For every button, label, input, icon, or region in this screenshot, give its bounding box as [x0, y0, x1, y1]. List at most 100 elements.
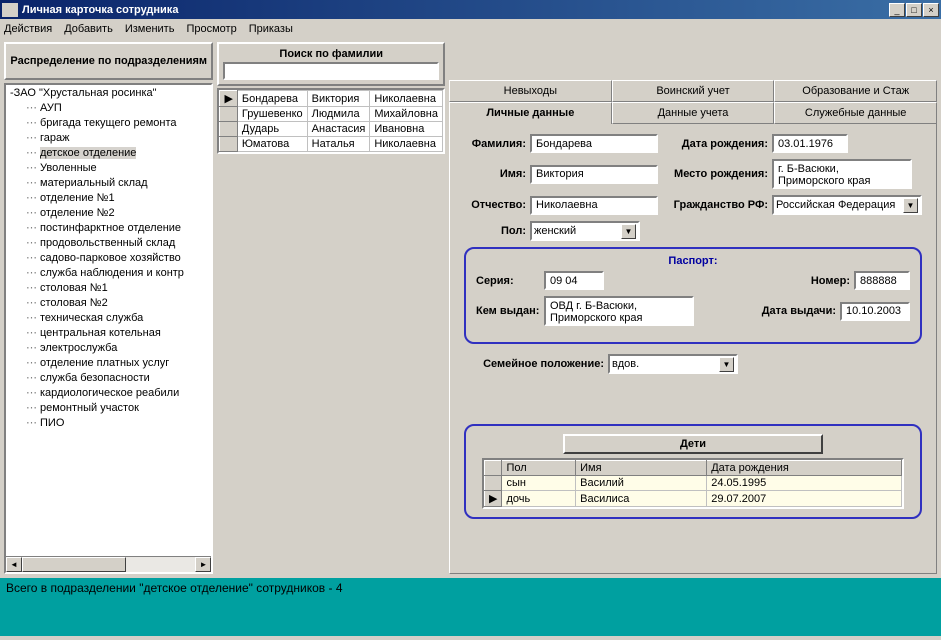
tab-Невыходы[interactable]: Невыходы — [449, 80, 612, 102]
tree-item[interactable]: ⋯ремонтный участок — [6, 401, 211, 416]
search-input[interactable] — [223, 62, 439, 80]
tab-Образование и Стаж[interactable]: Образование и Стаж — [774, 80, 937, 102]
passport-series-field[interactable] — [544, 271, 604, 290]
grid-cell[interactable]: Василиса — [576, 491, 707, 507]
menu-изменить[interactable]: Изменить — [125, 23, 175, 35]
row-selector-icon[interactable]: ▶ — [220, 91, 237, 107]
grid-cell[interactable]: Наталья — [307, 137, 370, 152]
label-name: Имя: — [464, 168, 526, 180]
grid-cell[interactable]: Анастасия — [307, 122, 370, 137]
chevron-down-icon[interactable]: ▼ — [903, 198, 918, 213]
sex-select[interactable]: женский ▼ — [530, 221, 640, 241]
menu-добавить[interactable]: Добавить — [64, 23, 113, 35]
passport-number-field[interactable] — [854, 271, 910, 290]
tree-item[interactable]: ⋯электрослужба — [6, 341, 211, 356]
tab-Личные данные[interactable]: Личные данные — [449, 102, 612, 124]
grid-cell[interactable]: 29.07.2007 — [707, 491, 902, 507]
tree-item[interactable]: ⋯материальный склад — [6, 176, 211, 191]
tree-item[interactable]: ⋯отделение платных услуг — [6, 356, 211, 371]
grid-cell[interactable]: Николаевна — [370, 91, 443, 107]
pob-field[interactable] — [772, 159, 912, 189]
maximize-button[interactable]: □ — [906, 3, 922, 17]
tree-item[interactable]: ⋯техническая служба — [6, 311, 211, 326]
menu-действия[interactable]: Действия — [4, 23, 52, 35]
marital-value: вдов. — [612, 358, 639, 370]
tab-Служебные данные[interactable]: Служебные данные — [774, 102, 937, 124]
row-selector-icon[interactable] — [220, 137, 237, 152]
grid-cell[interactable]: Грушевенко — [237, 107, 307, 122]
children-button[interactable]: Дети — [563, 434, 823, 454]
label-pob: Место рождения: — [668, 168, 768, 180]
scroll-right-icon[interactable]: ► — [195, 557, 211, 572]
scroll-left-icon[interactable]: ◄ — [6, 557, 22, 572]
column-header[interactable]: Пол — [502, 461, 576, 476]
tree-item[interactable]: ⋯столовая №2 — [6, 296, 211, 311]
surname-field[interactable] — [530, 134, 658, 153]
close-button[interactable]: × — [923, 3, 939, 17]
tab-Данные учета[interactable]: Данные учета — [612, 102, 775, 124]
name-field[interactable] — [530, 165, 658, 184]
grid-cell[interactable]: Бондарева — [237, 91, 307, 107]
tree-hscrollbar[interactable]: ◄ ► — [6, 556, 211, 572]
menu-просмотр[interactable]: Просмотр — [186, 23, 236, 35]
tree-item[interactable]: ⋯АУП — [6, 101, 211, 116]
grid-cell[interactable]: Михайловна — [370, 107, 443, 122]
passport-issued-by-field[interactable] — [544, 296, 694, 326]
tree-item[interactable]: ⋯ПИО — [6, 416, 211, 431]
tree-root[interactable]: -ЗАО "Хрустальная росинка" — [6, 87, 211, 101]
label-surname: Фамилия: — [464, 138, 526, 150]
minimize-button[interactable]: _ — [889, 3, 905, 17]
tree-item[interactable]: ⋯детское отделение — [6, 146, 211, 161]
marital-select[interactable]: вдов. ▼ — [608, 354, 738, 374]
grid-cell[interactable]: Людмила — [307, 107, 370, 122]
label-patronymic: Отчество: — [464, 199, 526, 211]
titlebar: Личная карточка сотрудника _ □ × — [0, 0, 941, 19]
column-header[interactable]: Имя — [576, 461, 707, 476]
departments-tree[interactable]: -ЗАО "Хрустальная росинка"⋯АУП⋯бригада т… — [4, 83, 213, 574]
patronymic-field[interactable] — [530, 196, 658, 215]
grid-cell[interactable]: 24.05.1995 — [707, 476, 902, 491]
row-selector-icon[interactable] — [220, 122, 237, 137]
passport-issue-date-field[interactable] — [840, 302, 910, 321]
tree-item[interactable]: ⋯отделение №2 — [6, 206, 211, 221]
grid-cell[interactable]: Виктория — [307, 91, 370, 107]
label-passport-series: Серия: — [476, 275, 540, 287]
menu-приказы[interactable]: Приказы — [249, 23, 293, 35]
tree-item[interactable]: ⋯кардиологическое реабили — [6, 386, 211, 401]
grid-cell[interactable]: дочь — [502, 491, 576, 507]
row-selector-icon[interactable]: ▶ — [485, 491, 502, 507]
employees-grid[interactable]: ▶БондареваВикторияНиколаевнаГрушевенкоЛю… — [217, 88, 445, 154]
children-group: Дети ПолИмяДата рождения сынВасилий24.05.… — [464, 424, 922, 519]
grid-cell[interactable]: Ивановна — [370, 122, 443, 137]
tree-item[interactable]: ⋯продовольственный склад — [6, 236, 211, 251]
chevron-down-icon[interactable]: ▼ — [719, 357, 734, 372]
passport-group: Паспорт: Серия: Номер: Кем выдан: Дата в… — [464, 247, 922, 344]
grid-cell[interactable]: Николаевна — [370, 137, 443, 152]
app-icon — [2, 3, 18, 17]
tree-item[interactable]: ⋯служба наблюдения и контр — [6, 266, 211, 281]
row-selector-icon[interactable] — [220, 107, 237, 122]
tree-item[interactable]: ⋯служба безопасности — [6, 371, 211, 386]
row-selector-icon[interactable] — [485, 476, 502, 491]
tab-Воинский учет[interactable]: Воинский учет — [612, 80, 775, 102]
grid-cell[interactable]: сын — [502, 476, 576, 491]
tree-item[interactable]: ⋯постинфарктное отделение — [6, 221, 211, 236]
tree-item[interactable]: ⋯отделение №1 — [6, 191, 211, 206]
search-title: Поиск по фамилии — [223, 46, 439, 62]
grid-cell[interactable]: Дударь — [237, 122, 307, 137]
tree-item[interactable]: ⋯садово-парковое хозяйство — [6, 251, 211, 266]
label-dob: Дата рождения: — [668, 138, 768, 150]
citizenship-select[interactable]: Российская Федерация ▼ — [772, 195, 922, 215]
column-header[interactable]: Дата рождения — [707, 461, 902, 476]
tree-item[interactable]: ⋯центральная котельная — [6, 326, 211, 341]
tree-item[interactable]: ⋯столовая №1 — [6, 281, 211, 296]
grid-cell[interactable]: Юматова — [237, 137, 307, 152]
grid-cell[interactable]: Василий — [576, 476, 707, 491]
tree-item[interactable]: ⋯Уволенные — [6, 161, 211, 176]
chevron-down-icon[interactable]: ▼ — [621, 224, 636, 239]
departments-header: Распределение по подразделениям — [4, 42, 213, 80]
dob-field[interactable] — [772, 134, 848, 153]
tree-item[interactable]: ⋯гараж — [6, 131, 211, 146]
tree-item[interactable]: ⋯бригада текущего ремонта — [6, 116, 211, 131]
children-grid[interactable]: ПолИмяДата рождения сынВасилий24.05.1995 ▶… — [482, 458, 904, 509]
